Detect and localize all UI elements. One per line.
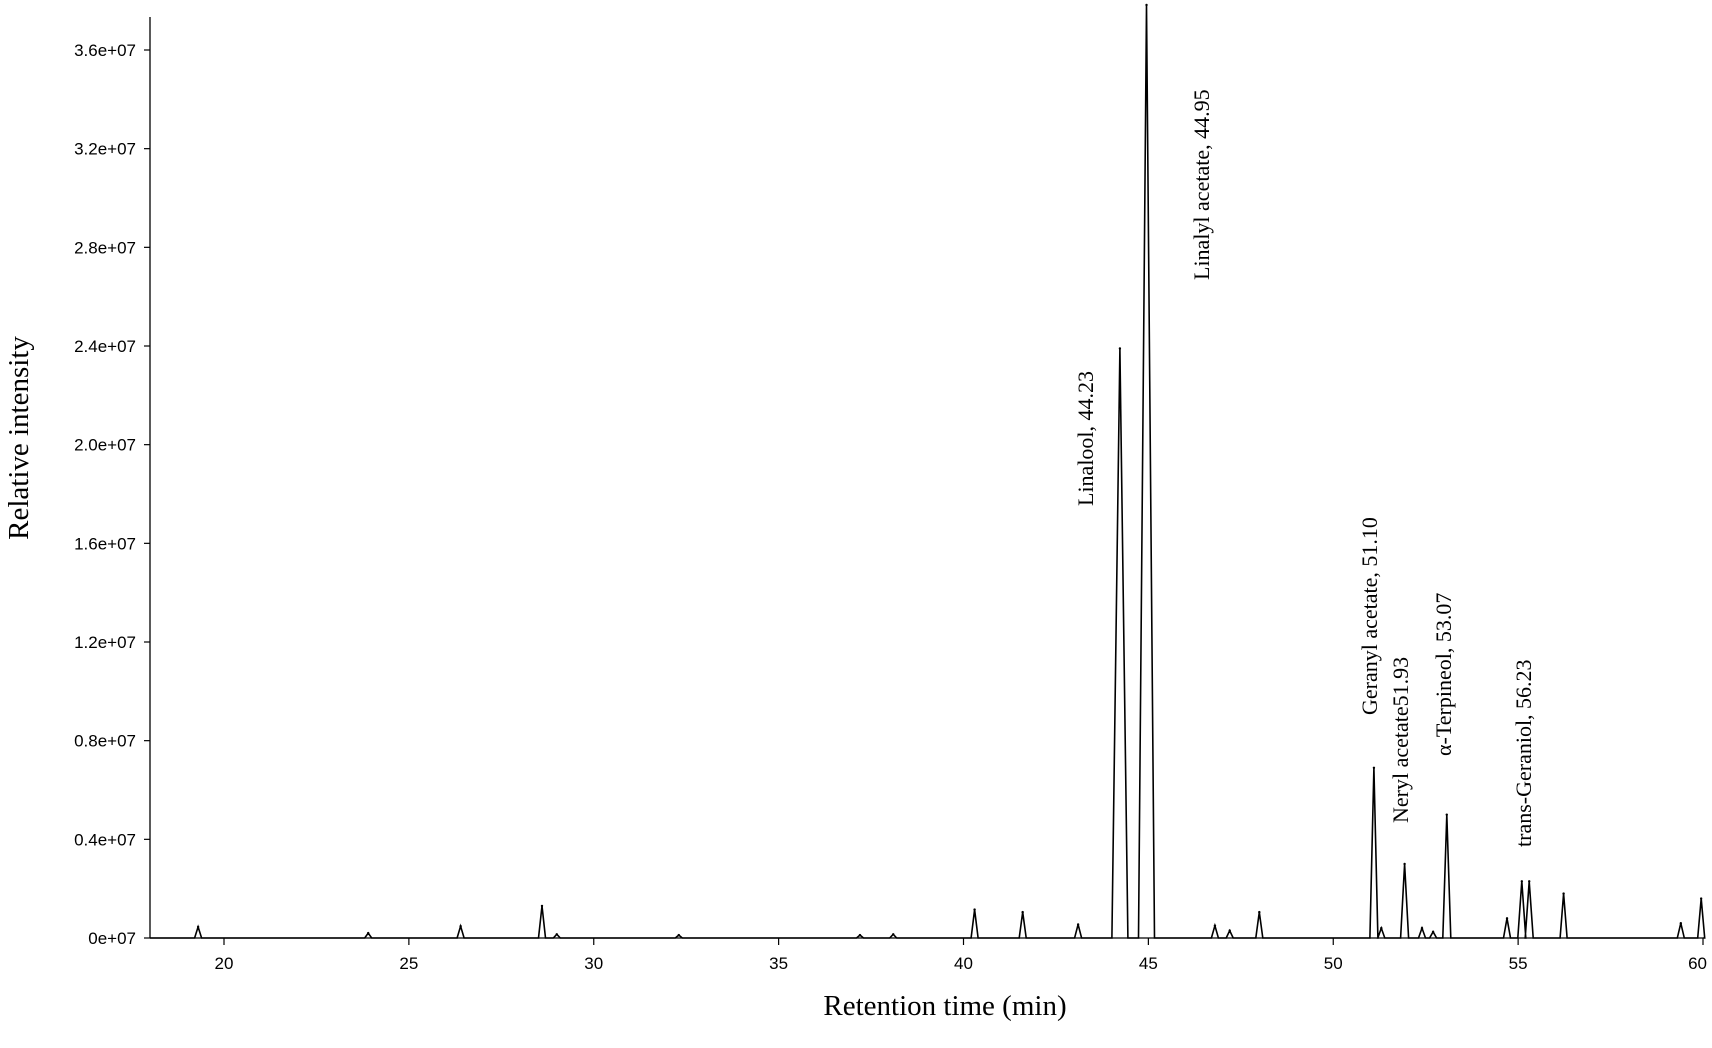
peak-annotation: Linalyl acetate, 44.95 [1189,89,1214,280]
peak-point [1021,910,1024,914]
peak-point [1445,813,1448,816]
chromatogram-trace [150,4,1706,939]
axes: 0e+07 0.4e+07 0.8e+07 1.2e+07 1.6e+07 2.0e+07… [74,17,1707,973]
peak-point [540,904,544,908]
x-tick-label: 40 [954,954,973,973]
peak-annotation: Linalool, 44.23 [1073,371,1098,506]
peak-annotation: trans-Geraniol, 56.23 [1511,659,1536,847]
annotations: Linalool, 44.23 Linalyl acetate, 44.95 Ger… [1073,89,1536,847]
y-tick-label: 3.6e+07 [74,41,136,60]
peak-point [677,933,680,937]
y-tick-label: 0.4e+07 [74,830,136,849]
x-tick-label: 25 [399,954,418,973]
peak-point [1505,917,1509,920]
peak-point [555,933,558,936]
peak-annotation: Geranyl acetate, 51.10 [1357,517,1382,715]
y-tick-label: 2.0e+07 [74,436,136,455]
peak-point [459,924,462,928]
peak-point [1228,929,1231,932]
peak-point [1145,3,1148,7]
peak-point [892,933,895,936]
peak-point [196,925,200,929]
peak-annotation: Neryl acetate51.93 [1388,657,1413,823]
peak-point [1528,880,1531,883]
x-tick-label: 50 [1324,954,1343,973]
x-tick-label: 60 [1688,954,1707,973]
trace-layer [150,3,1706,939]
x-axis-title: Retention time (min) [823,990,1066,1022]
y-tick-label: 0.8e+07 [74,732,136,751]
peak-point [1679,922,1683,925]
y-axis-title: Relative intensity [3,336,35,540]
x-tick-label: 45 [1139,954,1158,973]
peak-point [1520,880,1524,883]
peak-point [1380,926,1383,930]
peak-point [1118,347,1122,350]
peak-point [1420,926,1424,930]
peak-point [858,933,862,937]
y-tick-label: 0e+07 [88,929,136,948]
peak-point [1562,892,1565,895]
peak-annotation: α-Terpineol, 53.07 [1431,593,1456,756]
x-tick-label: 20 [215,954,234,973]
x-tick-label: 35 [769,954,788,973]
y-tick-label: 1.2e+07 [74,633,136,652]
peak-point [1372,766,1376,769]
y-tick-label: 3.2e+07 [74,140,136,159]
peak-point [1258,910,1261,914]
y-tick-label: 2.8e+07 [74,238,136,257]
peak-point [973,908,976,911]
x-tick-label: 30 [584,954,603,973]
peak-point [367,931,370,935]
peak-point [1431,930,1435,934]
y-tick-label: 2.4e+07 [74,337,136,356]
peak-point [1076,923,1080,926]
y-tick-label: 1.6e+07 [74,534,136,553]
peak-point [1213,924,1217,927]
x-tick-label: 55 [1509,954,1528,973]
peak-point [1403,862,1406,866]
peak-point [1699,897,1703,900]
